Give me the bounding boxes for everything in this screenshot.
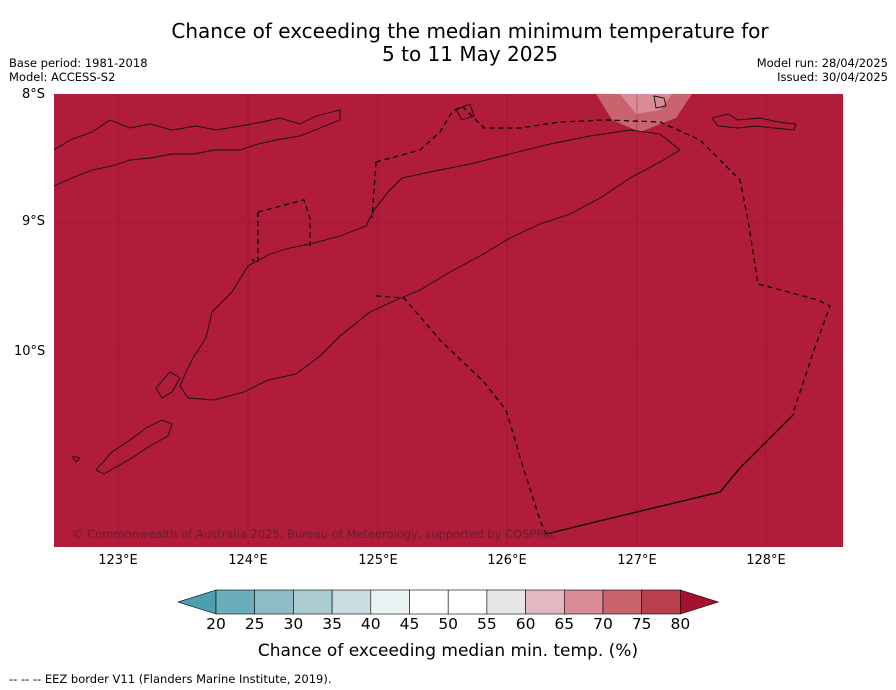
model-name: Model: ACCESS-S2 bbox=[9, 70, 116, 84]
colorbar-tick-label: 30 bbox=[283, 615, 304, 633]
colorbar-arrow-low bbox=[178, 589, 217, 615]
rote-island-outline bbox=[95, 419, 173, 475]
southwest-island-outline bbox=[155, 371, 181, 399]
atauro-outline bbox=[455, 103, 475, 121]
colorbar-tick-label: 65 bbox=[554, 615, 575, 633]
title-line-1: Chance of exceeding the median minimum t… bbox=[171, 19, 769, 43]
colorbar-tick-label: 60 bbox=[515, 615, 536, 633]
colorbar-tick-label: 20 bbox=[206, 615, 226, 633]
map-title: Chance of exceeding the median minimum t… bbox=[0, 20, 896, 66]
colorbar bbox=[178, 589, 720, 615]
colorbar-tick-label: 55 bbox=[477, 615, 497, 633]
lon-label-126e: 126°E bbox=[487, 553, 527, 568]
lower-probability-core bbox=[620, 94, 672, 114]
eez-footnote: -- -- -- EEZ border V11 (Flanders Marine… bbox=[9, 672, 332, 686]
lat-label-9s: 9°S bbox=[22, 214, 46, 229]
lon-label-125e: 125°E bbox=[358, 553, 398, 568]
colorbar-tick-label: 45 bbox=[399, 615, 420, 633]
colorbar-segment bbox=[486, 589, 526, 615]
colorbar-tick-label: 40 bbox=[360, 615, 381, 633]
colorbar-tick-label: 75 bbox=[631, 615, 652, 633]
eez-border-west bbox=[251, 161, 377, 263]
colorbar-arrow-high bbox=[680, 589, 720, 615]
lon-label-127e: 127°E bbox=[617, 553, 657, 568]
island-north-east bbox=[711, 113, 797, 131]
lon-label-124e: 124°E bbox=[228, 553, 268, 568]
colorbar-segment bbox=[409, 589, 449, 615]
lon-label-123e: 123°E bbox=[98, 553, 138, 568]
run-info: Model run: 28/04/2025 Issued: 30/04/2025 bbox=[757, 56, 888, 84]
colorbar-segment bbox=[215, 589, 256, 615]
colorbar-label: Chance of exceeding median min. temp. (%… bbox=[257, 641, 639, 661]
copyright-notice: © Commonwealth of Australia 2025, Bureau… bbox=[72, 527, 557, 541]
colorbar-segment bbox=[641, 589, 681, 615]
coastlines bbox=[53, 95, 797, 475]
colorbar-segment bbox=[370, 589, 410, 615]
base-period: Base period: 1981-2018 bbox=[9, 56, 148, 70]
islet-1 bbox=[70, 455, 81, 463]
colorbar-tick-label: 80 bbox=[670, 615, 691, 633]
colorbar-tick-label: 35 bbox=[322, 615, 342, 633]
lat-label-8s: 8°S bbox=[22, 87, 46, 102]
timor-island-outline bbox=[179, 129, 681, 401]
colorbar-ticks: 20 25 30 35 40 45 50 55 60 65 70 75 80 bbox=[0, 615, 896, 635]
colorbar-tick-label: 50 bbox=[438, 615, 459, 633]
colorbar-segment bbox=[447, 589, 488, 615]
colorbar-segment bbox=[254, 589, 294, 615]
eez-border-east bbox=[375, 105, 831, 411]
colorbar-segment bbox=[563, 589, 604, 615]
title-line-2: 5 to 11 May 2025 bbox=[382, 42, 558, 66]
colorbar-segment bbox=[602, 589, 643, 615]
lat-label-10s: 10°S bbox=[14, 344, 46, 359]
probability-field bbox=[54, 94, 843, 547]
colorbar-segment bbox=[331, 589, 372, 615]
issued-date: Issued: 30/04/2025 bbox=[777, 70, 888, 84]
colorbar-tick-label: 70 bbox=[593, 615, 613, 633]
colorbar-tick-label: 25 bbox=[244, 615, 265, 633]
colorbar-segment bbox=[525, 589, 565, 615]
alor-wetar-outline bbox=[53, 109, 341, 187]
model-run-date: Model run: 28/04/2025 bbox=[756, 56, 888, 70]
lower-probability-patch bbox=[596, 94, 692, 132]
colorbar-segment bbox=[293, 589, 333, 615]
model-info: Base period: 1981-2018 Model: ACCESS-S2 bbox=[9, 56, 148, 84]
lon-label-128e: 128°E bbox=[746, 553, 786, 568]
eez-border-solid-south bbox=[545, 413, 795, 535]
graticule bbox=[54, 94, 843, 547]
island-small-east bbox=[653, 95, 667, 109]
eez-borders bbox=[251, 105, 831, 535]
eez-border-south bbox=[375, 295, 547, 535]
